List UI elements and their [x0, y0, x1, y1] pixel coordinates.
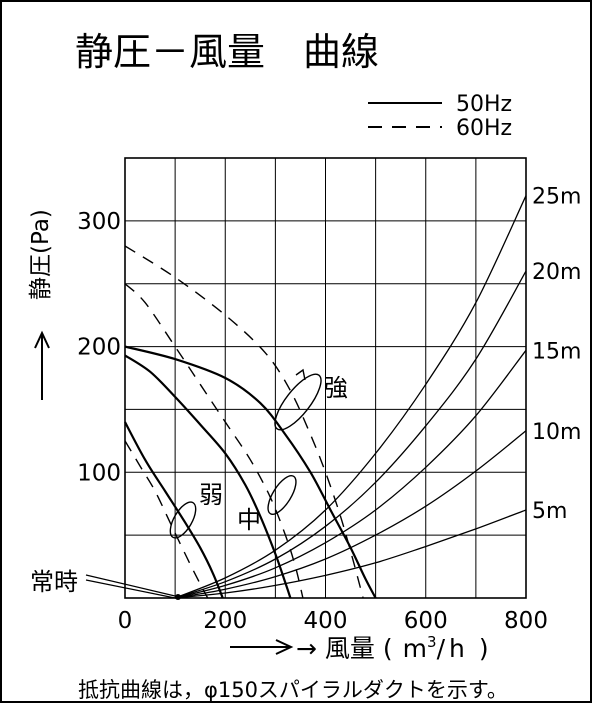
legend-label-60hz: 60Hz — [456, 116, 512, 141]
annotation-strong-loop-icon — [268, 368, 329, 436]
y-axis-label-text: 静圧 — [28, 254, 54, 300]
annotation-constant-pointer-lower — [86, 580, 175, 598]
annotation-constant-point — [175, 594, 181, 600]
resistance-curve-25m — [175, 196, 526, 598]
fan-curve — [125, 441, 208, 598]
x-axis-label-exponent: 3 — [427, 633, 437, 651]
x-tick-labels: 0 200 400 600 800 — [118, 608, 548, 634]
legend: 50Hz 60Hz — [368, 92, 512, 141]
annotation-constant-label: 常時 — [30, 568, 78, 596]
x-tick-label: 0 — [118, 608, 133, 634]
resistance-curve-label: 25m — [532, 185, 581, 210]
legend-label-50hz: 50Hz — [456, 92, 512, 117]
chart-title: 静圧－風量 曲線 — [75, 30, 379, 74]
x-tick-label: 200 — [203, 608, 247, 634]
annotation-strong-label: 強 — [324, 374, 348, 402]
x-axis-label-close: ) — [479, 634, 489, 663]
x-tick-label: 800 — [504, 608, 548, 634]
svg-text:静圧(Pa): 静圧(Pa) — [28, 209, 54, 300]
y-axis-label: 静圧(Pa) — [28, 209, 54, 300]
fan-curves — [125, 246, 376, 598]
resistance-curve-label: 15m — [532, 339, 581, 364]
resistance-curve-label: 5m — [532, 499, 567, 524]
x-axis-label-h: h — [449, 634, 465, 663]
y-axis-arrow-icon — [35, 333, 49, 400]
y-axis-label-close: ) — [28, 209, 54, 218]
x-tick-label: 600 — [404, 608, 448, 634]
y-tick-label: 100 — [77, 460, 121, 486]
annotation-weak-label: 弱 — [199, 481, 223, 509]
resistance-curve-label: 20m — [532, 260, 581, 285]
annotation-constant: 常時 — [30, 568, 181, 600]
annotation-mid-label: 中 — [237, 506, 261, 534]
resistance-curve-labels: 25m 20m 15m 10m 5m — [532, 185, 581, 524]
y-axis-label-unit: Pa — [28, 218, 54, 245]
annotation-constant-pointer-upper — [86, 575, 175, 596]
annotation-weak: 弱 — [165, 481, 223, 542]
resistance-curves — [175, 196, 526, 598]
fan-curve — [125, 422, 223, 598]
y-tick-label: 200 — [77, 335, 121, 361]
x-tick-label: 400 — [304, 608, 348, 634]
footnote: 抵抗曲線は，φ150スパイラルダクトを示す。 — [78, 678, 508, 702]
y-tick-label: 300 — [77, 209, 121, 235]
x-axis-label: → 風量 ( m3/h) — [296, 633, 489, 663]
y-tick-labels: 100 200 300 — [77, 209, 121, 486]
resistance-curve-label: 10m — [532, 420, 581, 445]
x-axis-label-text: → 風量 — [296, 634, 375, 663]
x-axis-arrow-icon — [230, 640, 291, 654]
x-axis-label-unit: m — [403, 634, 427, 663]
y-axis-label-open: ( — [28, 245, 54, 254]
resistance-curve-15m — [175, 350, 526, 598]
x-axis-label-slash: / — [437, 634, 446, 663]
x-axis-label-open: ( — [383, 634, 393, 663]
annotation-mid: 中 — [237, 472, 301, 534]
fan-curve — [125, 246, 363, 598]
